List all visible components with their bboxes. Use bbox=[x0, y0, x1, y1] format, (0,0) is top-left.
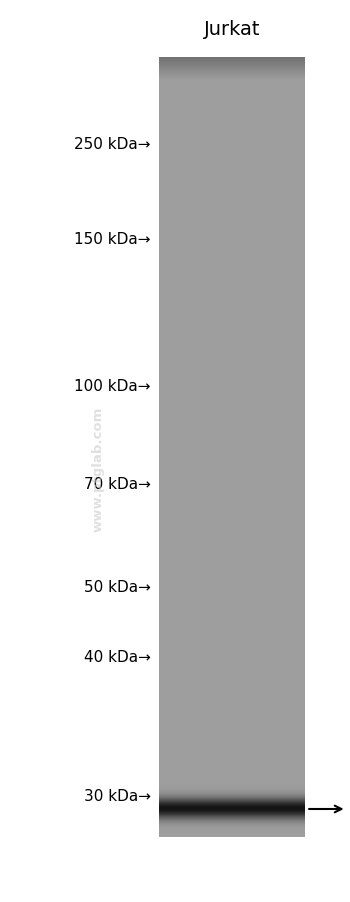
Text: 30 kDa→: 30 kDa→ bbox=[84, 788, 150, 803]
Text: Jurkat: Jurkat bbox=[204, 20, 260, 39]
Text: 50 kDa→: 50 kDa→ bbox=[84, 580, 150, 594]
Text: 100 kDa→: 100 kDa→ bbox=[74, 379, 150, 393]
Text: 250 kDa→: 250 kDa→ bbox=[74, 137, 150, 152]
Text: 70 kDa→: 70 kDa→ bbox=[84, 477, 150, 492]
Text: www.ptglab.com: www.ptglab.com bbox=[91, 407, 105, 531]
Text: 150 kDa→: 150 kDa→ bbox=[74, 232, 150, 246]
Text: 40 kDa→: 40 kDa→ bbox=[84, 649, 150, 664]
